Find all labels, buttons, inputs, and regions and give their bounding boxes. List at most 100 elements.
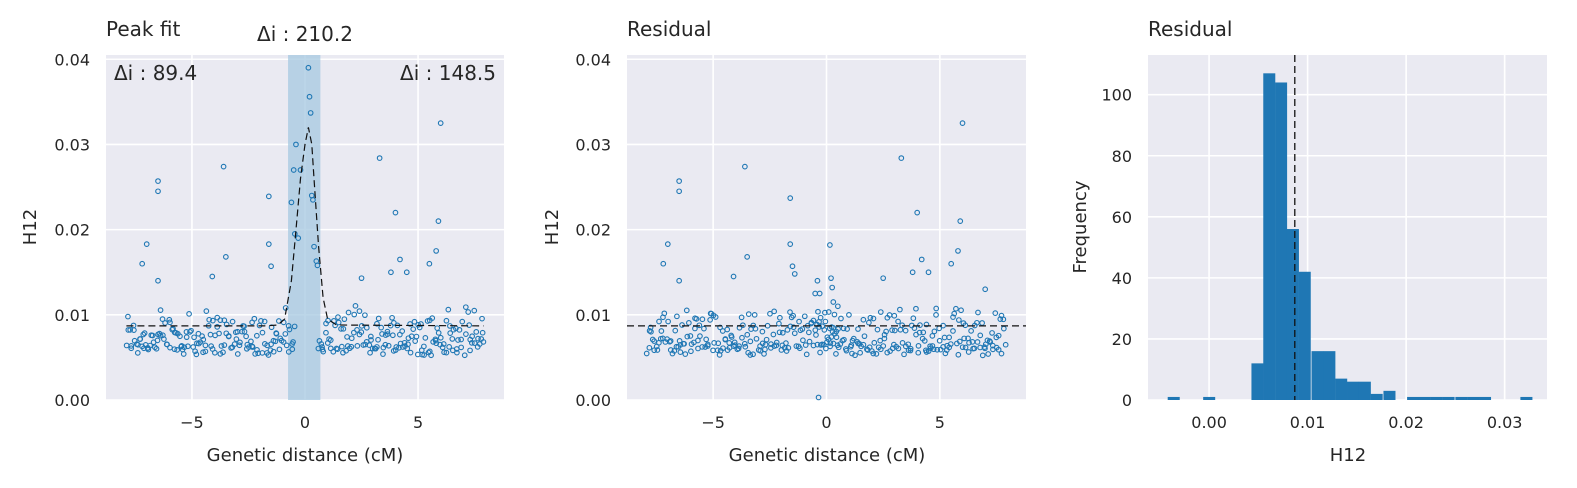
data-point <box>418 321 424 327</box>
data-point <box>648 328 654 335</box>
data-point <box>843 347 850 354</box>
histogram-bar <box>1286 229 1299 400</box>
data-point <box>806 338 813 345</box>
data-point <box>829 284 836 291</box>
data-point <box>874 326 881 333</box>
data-point <box>929 333 936 339</box>
data-point <box>382 341 389 348</box>
y-tick-label: 0.03 <box>575 135 611 154</box>
data-point <box>810 317 817 324</box>
data-point <box>724 326 731 333</box>
data-point <box>961 335 968 342</box>
data-point <box>861 333 868 340</box>
data-point <box>959 344 966 351</box>
data-point <box>789 263 796 270</box>
data-point <box>354 343 361 349</box>
y-tick-label: 0.01 <box>575 306 611 325</box>
data-point <box>181 344 188 351</box>
data-point <box>776 329 783 336</box>
data-point <box>918 256 925 263</box>
data-point <box>251 315 258 322</box>
histogram-bar <box>1383 390 1396 400</box>
data-point <box>683 307 690 314</box>
data-point <box>346 345 353 352</box>
data-point <box>163 341 170 348</box>
data-point <box>446 343 453 350</box>
histogram-bar <box>1442 396 1455 400</box>
data-point <box>870 315 877 322</box>
data-point <box>846 311 852 318</box>
histogram-bar <box>1275 82 1288 400</box>
y-tick-label: 40 <box>1112 269 1132 288</box>
data-point <box>475 335 481 342</box>
data-point <box>909 269 916 276</box>
data-point <box>974 339 981 345</box>
x-tick-label: 5 <box>413 413 423 432</box>
x-tick-label: 0.01 <box>1290 413 1326 432</box>
data-point <box>350 329 357 336</box>
data-point <box>929 343 936 349</box>
data-point <box>375 336 381 343</box>
y-axis-label: H12 <box>542 209 563 245</box>
data-point <box>131 327 137 333</box>
data-point <box>449 336 456 342</box>
data-point <box>796 345 803 352</box>
data-point <box>159 316 166 322</box>
data-point <box>473 329 480 335</box>
data-point <box>378 324 385 331</box>
data-point <box>827 242 833 248</box>
histogram-bar <box>1358 381 1371 400</box>
data-point <box>841 336 847 343</box>
data-point <box>180 351 187 357</box>
data-point <box>891 327 898 334</box>
data-point <box>253 332 260 339</box>
data-point <box>667 338 674 344</box>
data-point <box>947 341 954 347</box>
data-point <box>777 314 783 321</box>
x-tick-label: −5 <box>701 413 725 432</box>
data-point <box>989 330 995 336</box>
data-point <box>354 327 360 333</box>
data-point <box>239 328 245 335</box>
data-point <box>693 316 700 322</box>
data-point <box>218 343 225 349</box>
data-point <box>183 334 190 341</box>
histogram-bar <box>1430 396 1443 400</box>
data-point <box>413 333 420 340</box>
data-point <box>825 336 832 343</box>
data-point <box>335 319 342 326</box>
data-point <box>351 311 358 318</box>
data-point <box>968 328 974 334</box>
data-point <box>127 327 134 333</box>
data-point <box>915 342 922 349</box>
histogram-bar <box>1347 381 1360 400</box>
data-point <box>803 351 810 358</box>
data-point <box>307 110 314 116</box>
data-point <box>147 342 153 349</box>
data-point <box>751 311 758 318</box>
data-point <box>942 350 949 357</box>
data-point <box>956 317 962 323</box>
data-point <box>421 343 427 350</box>
data-point <box>651 338 658 344</box>
data-point <box>656 318 662 325</box>
data-point <box>311 243 317 250</box>
data-point <box>806 329 812 336</box>
data-point <box>467 347 473 354</box>
data-point <box>443 317 450 324</box>
data-point <box>833 351 839 357</box>
data-point <box>812 327 819 334</box>
data-point <box>125 313 131 320</box>
histogram-bar <box>1335 378 1348 400</box>
histogram-bar <box>1370 393 1383 400</box>
data-point <box>286 326 293 333</box>
data-point <box>917 322 923 328</box>
data-point <box>891 312 898 319</box>
data-point <box>950 328 956 334</box>
data-point <box>128 343 135 349</box>
panel-residual-scatter: −5 0 5 0.00 0.01 0.02 0.03 0.04 Residual Geneti… <box>542 17 1026 466</box>
data-point <box>155 188 161 195</box>
histogram-bar <box>1323 351 1336 400</box>
data-point <box>816 324 823 330</box>
data-point <box>343 347 349 354</box>
